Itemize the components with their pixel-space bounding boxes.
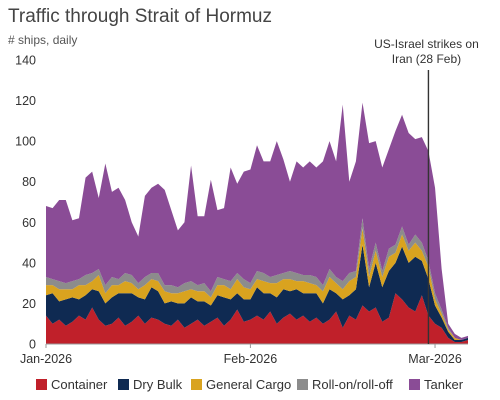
legend-swatch [409, 379, 420, 390]
legend-swatch [118, 379, 129, 390]
legend-swatch [297, 379, 308, 390]
chart-subtitle: # ships, daily [8, 33, 78, 47]
y-tick-label: 140 [15, 54, 36, 68]
legend-swatch [36, 379, 47, 390]
event-annotation-label: US-Israel strikes on [374, 37, 479, 51]
y-tick-label: 80 [22, 175, 36, 189]
series-area-container [46, 293, 468, 344]
y-tick-label: 60 [22, 216, 36, 230]
x-tick-label: Feb-2026 [224, 352, 278, 366]
event-annotation-label: Iran (28 Feb) [392, 52, 461, 66]
legend-label: Dry Bulk [133, 377, 183, 392]
series-area-tanker [46, 102, 468, 340]
x-tick-label: Mar-2026 [408, 352, 462, 366]
legend-item: Roll-on/roll-off [297, 377, 393, 392]
legend-swatch [191, 379, 202, 390]
legend-label: Tanker [424, 377, 464, 392]
series-area-dry-bulk [46, 244, 468, 342]
y-tick-label: 20 [22, 297, 36, 311]
y-tick-label: 40 [22, 256, 36, 270]
legend-item: Dry Bulk [118, 377, 182, 392]
y-tick-label: 0 [29, 338, 36, 352]
legend-item: Tanker [409, 377, 463, 392]
x-tick-label: Jan-2026 [20, 352, 72, 366]
series-area-roll-on-roll-off [46, 218, 468, 340]
y-tick-label: 100 [15, 135, 36, 149]
series-area-general-cargo [46, 228, 468, 340]
legend-label: Container [51, 377, 108, 392]
legend-item: Container [36, 377, 107, 392]
chart-title: Traffic through Strait of Hormuz [8, 6, 272, 27]
chart-legend: Container Dry Bulk General Cargo Roll-on/ro… [0, 377, 500, 397]
y-tick-label: 120 [15, 94, 36, 108]
legend-item: General Cargo [191, 377, 291, 392]
legend-label: Roll-on/roll-off [312, 377, 393, 392]
legend-label: General Cargo [206, 377, 292, 392]
